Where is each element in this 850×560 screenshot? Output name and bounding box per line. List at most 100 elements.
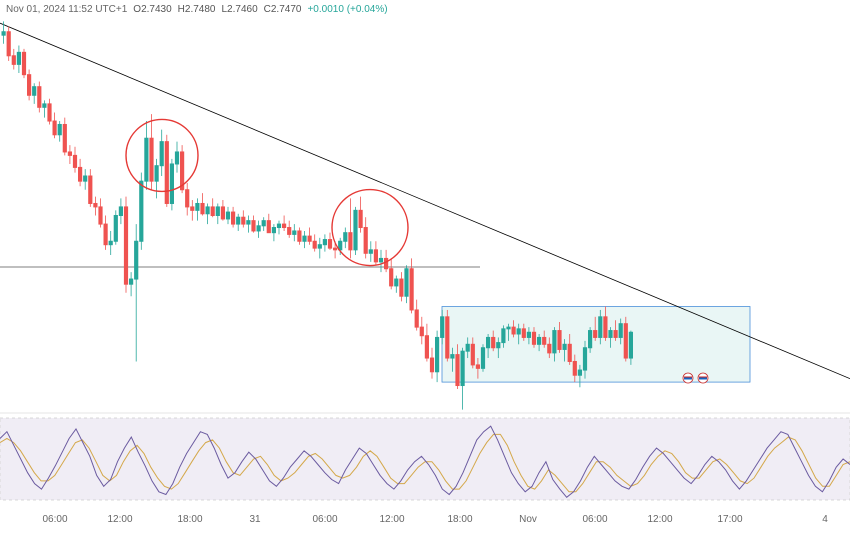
oscillator-bg (0, 418, 850, 500)
trading-chart[interactable]: Nov 01, 2024 11:52 UTC+1 O2.7430 H2.7480… (0, 0, 850, 560)
xaxis-label: 06:00 (582, 514, 607, 525)
downtrend-line (0, 23, 850, 379)
candle-body (43, 104, 46, 107)
candle-body (583, 348, 586, 370)
candle-body (53, 121, 56, 135)
candle-body (114, 216, 117, 242)
candle-body (186, 190, 189, 207)
candle-body (221, 207, 224, 219)
candle-body (400, 279, 403, 296)
candle-body (497, 343, 500, 348)
candle-body (232, 212, 235, 224)
candle-body (135, 241, 138, 279)
candle-body (262, 221, 265, 226)
candle-body (430, 358, 433, 372)
candle-body (288, 228, 291, 235)
open-label: O2.7430 (133, 4, 171, 15)
candle-body (624, 324, 627, 358)
candle-body (527, 332, 530, 337)
candle-body (487, 337, 490, 347)
candle-body (395, 279, 398, 286)
candle-body (415, 310, 418, 327)
candle-body (563, 344, 566, 349)
candle-body (12, 56, 15, 65)
candle-body (267, 221, 270, 233)
candle-body (308, 236, 311, 241)
candle-body (471, 344, 474, 365)
candle-body (573, 361, 576, 375)
candle-body (155, 166, 158, 181)
candle-body (84, 176, 87, 181)
candle-body (89, 176, 92, 203)
candle-body (538, 337, 541, 344)
chart-svg[interactable]: 06:0012:0018:003106:0012:0018:00Nov06:00… (0, 0, 850, 560)
candle-body (558, 331, 561, 350)
xaxis-label: 12:00 (379, 514, 404, 525)
candle-body (476, 365, 479, 368)
candle-body (237, 217, 240, 224)
xaxis-label: 4 (822, 514, 828, 525)
candle-body (99, 207, 102, 224)
high-label: H2.7480 (178, 4, 216, 15)
datetime-label: Nov 01, 2024 11:52 UTC+1 (6, 4, 127, 15)
candle-body (420, 327, 423, 336)
candle-body (191, 207, 194, 210)
candle-body (354, 210, 357, 250)
chart-header: Nov 01, 2024 11:52 UTC+1 O2.7430 H2.7480… (6, 4, 388, 15)
candle-body (94, 203, 97, 206)
candle-body (104, 224, 107, 245)
xaxis-label: 06:00 (42, 514, 67, 525)
candle-body (532, 332, 535, 344)
xaxis-label: 31 (249, 514, 261, 525)
candle-body (73, 155, 76, 167)
candle-body (160, 142, 163, 166)
candle-body (206, 207, 209, 214)
xaxis-label: 17:00 (717, 514, 742, 525)
candle-body (614, 331, 617, 338)
candle-body (17, 52, 20, 64)
candle-body (481, 348, 484, 369)
candle-body (283, 224, 286, 227)
candle-body (466, 344, 469, 351)
candle-body (109, 241, 112, 244)
candle-body (226, 212, 229, 219)
change-label: +0.0010 (+0.04%) (307, 4, 387, 15)
candle-body (58, 124, 61, 134)
candle-body (22, 52, 25, 74)
candle-body (507, 327, 510, 329)
candle-body (313, 241, 316, 248)
candle-body (410, 269, 413, 310)
candle-body (492, 337, 495, 347)
candle-body (553, 331, 556, 353)
candle-body (594, 331, 597, 338)
candle-body (619, 324, 622, 338)
candle-body (28, 75, 31, 96)
candle-body (344, 233, 347, 242)
indicator-badge-icon (698, 373, 708, 383)
candle-body (150, 138, 153, 181)
candle-body (323, 240, 326, 245)
candle-body (170, 164, 173, 204)
candle-body (446, 317, 449, 358)
candle-body (48, 104, 51, 121)
candle-body (379, 258, 382, 261)
candle-body (247, 221, 250, 224)
candle-body (7, 32, 10, 56)
candle-body (502, 329, 505, 343)
candle-body (512, 327, 515, 334)
candle-body (68, 152, 71, 155)
candle-body (517, 329, 520, 334)
candle-body (63, 124, 66, 151)
xaxis-label: Nov (519, 514, 537, 525)
candle-body (374, 250, 377, 262)
candle-body (369, 250, 372, 253)
candle-body (257, 226, 260, 231)
candle-body (578, 370, 581, 375)
candle-body (293, 231, 296, 234)
highlight-circle-2 (332, 190, 408, 266)
candle-body (451, 355, 454, 358)
candle-body (196, 203, 199, 210)
candle-body (390, 269, 393, 286)
candle-body (568, 344, 571, 361)
candle-body (359, 210, 362, 227)
